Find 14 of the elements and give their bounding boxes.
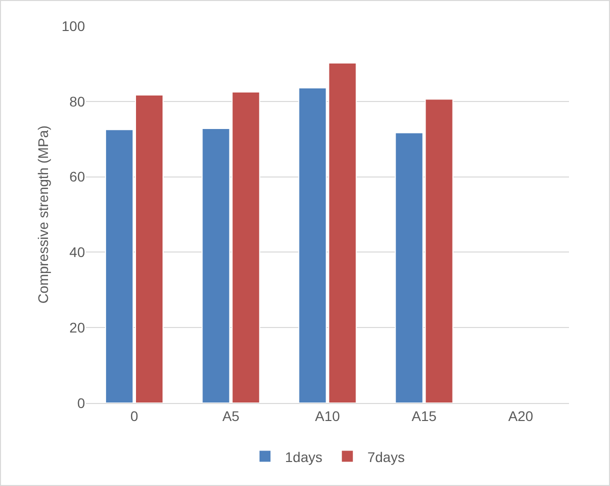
x-tick-label: A20 bbox=[508, 408, 534, 424]
x-tick-label: 0 bbox=[130, 408, 138, 424]
y-tick-label: 20 bbox=[69, 320, 86, 336]
y-axis-title: Compressive strength (MPa) bbox=[35, 125, 51, 304]
y-tick-label: 0 bbox=[77, 394, 86, 411]
legend-label: 7days bbox=[367, 448, 405, 465]
y-tick-label: 80 bbox=[69, 93, 86, 110]
y-tick-label: 100 bbox=[62, 18, 86, 34]
legend-label: 1days bbox=[285, 448, 322, 465]
y-tick-label: 40 bbox=[69, 244, 86, 260]
y-tick-label: 60 bbox=[69, 168, 86, 185]
x-tick-label: A5 bbox=[222, 408, 240, 424]
x-tick-label: A15 bbox=[412, 408, 437, 424]
x-tick-label: A10 bbox=[315, 408, 340, 424]
